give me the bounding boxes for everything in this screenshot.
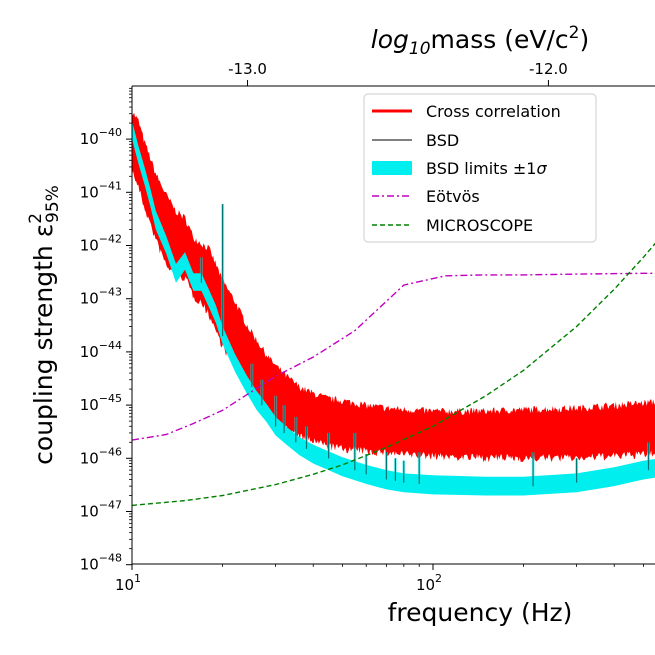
legend-label-bsd-limits-text: BSD limits ±1 <box>426 159 536 178</box>
y-tick-label: 10−43 <box>80 286 122 308</box>
legend-label-bsd-limits-sigma: σ <box>536 159 547 178</box>
top-axis-title-sub: 10 <box>409 39 431 59</box>
legend: Cross correlation BSD BSD limits ±1σ Eöt… <box>363 93 597 243</box>
top-axis-title-rest: mass (eV/c <box>431 25 569 54</box>
x-tick-label: 101 <box>115 572 141 594</box>
legend-label-cross-correlation: Cross correlation <box>426 102 561 121</box>
series-e-tv-s <box>132 272 655 441</box>
y-tick-label: 10−44 <box>80 339 122 361</box>
axis-ticks: 10−40 10−41 10−42 10−43 10−44 10−45 10−46 10−47… <box>80 60 644 594</box>
top-axis-title: log10mass (eV/c2) <box>371 23 589 59</box>
top-axis-title-log: log <box>371 25 409 54</box>
axes-frame <box>131 85 655 565</box>
top-axis-title-close: ) <box>579 25 589 54</box>
y-tick-label: 10−40 <box>80 126 122 148</box>
series-cross-correlation <box>132 112 655 463</box>
y-axis-title: coupling strength ε295% <box>26 185 63 465</box>
y-axis-title-sup: 2 <box>26 213 46 224</box>
top-axis-title-sup: 2 <box>569 23 580 43</box>
y-tick-label: 10−46 <box>80 445 122 467</box>
top-tick-label: -12.0 <box>529 60 568 78</box>
plot-area <box>132 112 655 507</box>
legend-label-bsd-limits: BSD limits ±1σ <box>426 159 547 178</box>
legend-label-eotvos: Eötvös <box>426 187 480 206</box>
x-tick-label: 102 <box>416 572 442 594</box>
y-tick-label: 10−45 <box>80 392 122 414</box>
y-tick-label: 10−42 <box>80 233 122 255</box>
legend-box <box>363 93 597 243</box>
y-tick-label: 10−48 <box>80 552 122 574</box>
y-axis-title-sub: 95% <box>43 185 63 223</box>
legend-swatch-bsd-limits <box>372 161 412 175</box>
x-axis-title: frequency (Hz) <box>388 598 573 627</box>
legend-label-bsd: BSD <box>426 131 459 150</box>
y-tick-label: 10−47 <box>80 499 122 521</box>
legend-label-microscope: MICROSCOPE <box>426 216 533 235</box>
top-tick-label: -13.0 <box>228 60 267 78</box>
series-microscope <box>132 242 655 507</box>
y-tick-label: 10−41 <box>80 179 122 201</box>
y-axis-title-main: coupling strength ε <box>29 224 58 465</box>
